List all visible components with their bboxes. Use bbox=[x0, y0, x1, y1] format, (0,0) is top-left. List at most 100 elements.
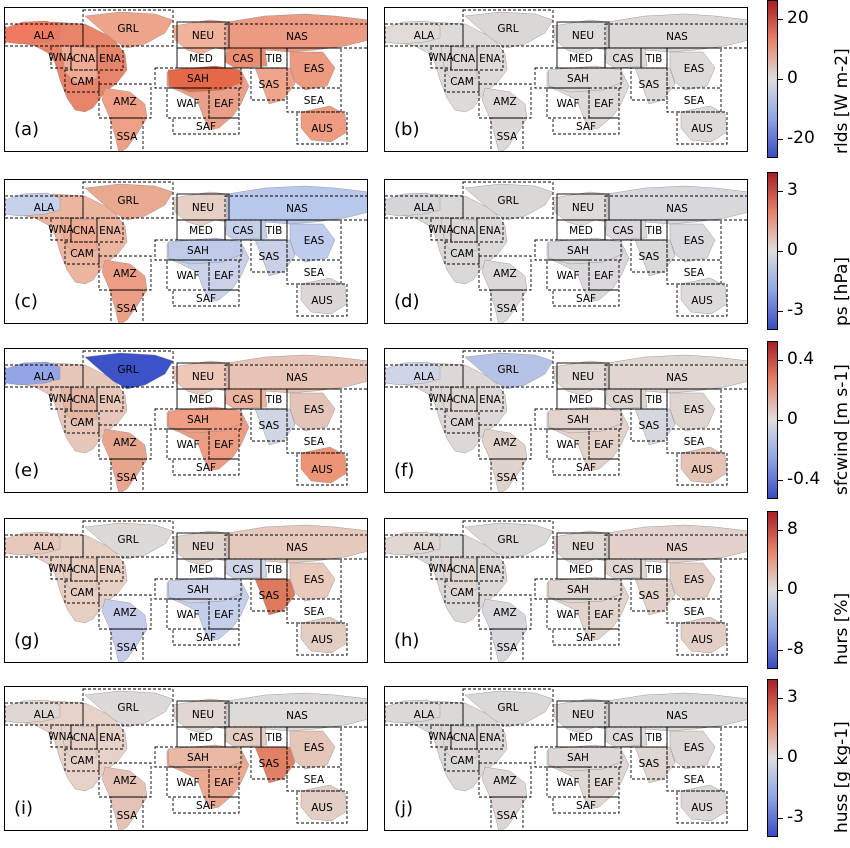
map-svg: ALA GRL NEU NAS WNA CNA ENA CAM MED CAS TIB EAS SAH S… bbox=[5, 9, 367, 151]
region-label-ena: ENA bbox=[479, 53, 501, 65]
region-box-ena bbox=[476, 724, 504, 750]
region-label-sas: SAS bbox=[639, 758, 660, 770]
region-label-grl: GRL bbox=[497, 23, 518, 35]
region-label-ena: ENA bbox=[479, 394, 501, 406]
map-panel-h: ALA GRL NEU NAS WNA CNA ENA CAM MED CAS TIB EAS SAH S… bbox=[384, 518, 748, 663]
region-box-amz bbox=[98, 83, 152, 119]
alaska-landmass bbox=[385, 361, 441, 386]
region-label-sea: SEA bbox=[304, 774, 325, 786]
region-label-neu: NEU bbox=[572, 30, 594, 42]
region-box-grl bbox=[462, 350, 554, 388]
region-label-ena: ENA bbox=[99, 53, 121, 65]
region-label-ala: ALA bbox=[34, 541, 55, 553]
region-box-sah bbox=[534, 746, 622, 768]
colorbar-tick-label: 0 bbox=[787, 579, 798, 599]
region-box-sas bbox=[630, 746, 668, 780]
region-label-nas: NAS bbox=[286, 710, 308, 722]
region-label-tib: TIB bbox=[265, 732, 283, 744]
region-box-grl bbox=[462, 181, 554, 219]
region-label-nas: NAS bbox=[666, 710, 688, 722]
region-label-amz: AMZ bbox=[113, 437, 136, 449]
australia-landmass bbox=[300, 446, 348, 484]
region-label-sah: SAH bbox=[187, 752, 209, 764]
region-label-sea: SEA bbox=[304, 606, 325, 618]
region-box-ena bbox=[476, 45, 504, 71]
region-label-aus: AUS bbox=[311, 123, 333, 135]
region-box-grl bbox=[462, 688, 554, 726]
region-label-sah: SAH bbox=[567, 752, 589, 764]
region-box-sah bbox=[154, 67, 242, 89]
region-label-grl: GRL bbox=[497, 702, 518, 714]
region-box-sah bbox=[154, 408, 242, 430]
colorbar-tick-label: -8 bbox=[787, 639, 804, 660]
panel-label: (h) bbox=[394, 630, 420, 651]
region-label-cam: CAM bbox=[70, 248, 94, 260]
region-box-grl bbox=[82, 350, 174, 388]
colorbar-huss bbox=[767, 679, 778, 837]
alaska-landmass bbox=[385, 192, 441, 217]
region-label-waf: WAF bbox=[556, 270, 579, 282]
region-label-sas: SAS bbox=[259, 79, 280, 91]
region-label-ena: ENA bbox=[479, 225, 501, 237]
south-america-landmass bbox=[481, 87, 528, 151]
region-box-saf bbox=[552, 289, 620, 307]
region-label-ena: ENA bbox=[479, 564, 501, 576]
region-label-cna: CNA bbox=[453, 225, 476, 237]
region-label-ala: ALA bbox=[34, 30, 55, 42]
region-label-sas: SAS bbox=[639, 251, 660, 263]
central-north-america-landmass bbox=[440, 45, 478, 85]
region-box-sas bbox=[630, 578, 668, 612]
region-box-aus bbox=[676, 622, 728, 656]
region-box-ena bbox=[96, 386, 124, 412]
region-box-ssa bbox=[490, 628, 524, 662]
region-box-cam bbox=[64, 241, 100, 265]
region-label-tib: TIB bbox=[265, 564, 283, 576]
region-label-cna: CNA bbox=[73, 53, 96, 65]
region-box-cam bbox=[64, 748, 100, 772]
region-box-amz bbox=[98, 762, 152, 798]
region-label-wna: WNA bbox=[48, 563, 74, 575]
south-america-landmass bbox=[481, 428, 528, 492]
region-label-waf: WAF bbox=[556, 98, 579, 110]
region-label-cna: CNA bbox=[453, 394, 476, 406]
colorbar-tick bbox=[778, 359, 783, 361]
colorbar-tick bbox=[778, 590, 783, 591]
region-box-sah bbox=[154, 578, 242, 600]
alaska-landmass bbox=[5, 531, 61, 556]
region-label-tib: TIB bbox=[645, 732, 663, 744]
sahara-landmass bbox=[167, 65, 244, 93]
region-label-waf: WAF bbox=[176, 777, 199, 789]
region-box-grl bbox=[82, 688, 174, 726]
colorbar-sfcwind bbox=[767, 341, 778, 499]
region-label-saf: SAF bbox=[196, 293, 216, 305]
colorbar-tick bbox=[778, 650, 783, 652]
region-box-ena bbox=[476, 556, 504, 582]
region-box-aus bbox=[676, 283, 728, 317]
colorbar-tick bbox=[778, 420, 783, 421]
region-label-waf: WAF bbox=[176, 439, 199, 451]
map-svg: ALA GRL NEU NAS WNA CNA ENA CAM MED CAS TIB EAS SAH S… bbox=[385, 520, 747, 662]
region-box-ssa bbox=[110, 458, 144, 492]
region-label-sas: SAS bbox=[639, 420, 660, 432]
region-label-med: MED bbox=[189, 225, 213, 237]
colorbar-tick bbox=[778, 480, 783, 482]
region-label-sas: SAS bbox=[259, 758, 280, 770]
colorbar-tick-label: 0 bbox=[787, 240, 798, 260]
region-box-sah bbox=[534, 239, 622, 261]
region-label-grl: GRL bbox=[117, 195, 138, 207]
colorbar-tick bbox=[778, 251, 783, 252]
region-label-eaf: EAF bbox=[214, 439, 234, 451]
region-box-wna bbox=[430, 724, 452, 748]
region-label-med: MED bbox=[189, 394, 213, 406]
map-panel-e: ALA GRL NEU NAS WNA CNA ENA CAM MED CAS TIB EAS SAH S… bbox=[4, 348, 368, 493]
region-label-amz: AMZ bbox=[493, 775, 516, 787]
region-label-cam: CAM bbox=[450, 755, 474, 767]
colorbar-tick-label: 0 bbox=[787, 68, 798, 88]
australia-landmass bbox=[680, 784, 728, 822]
region-label-nas: NAS bbox=[666, 31, 688, 43]
colorbar-unit-label: rlds [W m-2] bbox=[832, 48, 850, 154]
region-label-eas: EAS bbox=[684, 404, 705, 416]
region-box-aus bbox=[296, 452, 348, 486]
colorbar-unit-label: huss [g kg-1] bbox=[832, 721, 850, 833]
region-label-grl: GRL bbox=[497, 364, 518, 376]
